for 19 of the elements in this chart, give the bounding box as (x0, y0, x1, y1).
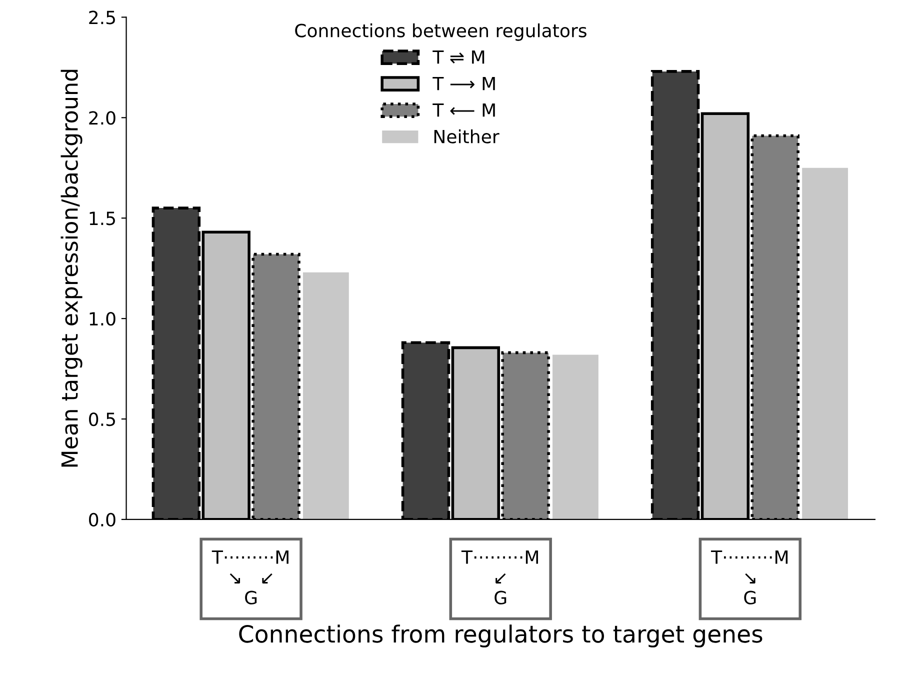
x-axis-title: Connections from regulators to target genes (239, 624, 762, 648)
legend-label: T ⟶ M (432, 76, 495, 90)
bar (302, 272, 349, 520)
bar (802, 168, 848, 520)
y-tick-label: 0.0 (89, 512, 116, 527)
y-tick-label: 2.5 (89, 10, 115, 24)
y-tick-label: 1.5 (90, 212, 115, 226)
legend-title: Connections between regulators (295, 23, 586, 41)
y-axis-title: Mean target expression/background (60, 70, 82, 467)
legend-label: T ⇌ M (432, 50, 484, 64)
y-tick-label: 1.0 (90, 312, 116, 326)
x-tick-label: T·········M ↘ ↙ G (212, 550, 288, 604)
x-tick-label: T·········M ↙ G (461, 550, 538, 604)
x-tick-label: T·········M ↘ G (710, 550, 788, 604)
legend-label: T ⟵ M (432, 103, 495, 117)
y-tick-label: 0.5 (89, 412, 115, 426)
y-tick-label: 2.0 (89, 111, 116, 125)
bar (552, 354, 598, 520)
legend-label: Neither (434, 129, 500, 144)
